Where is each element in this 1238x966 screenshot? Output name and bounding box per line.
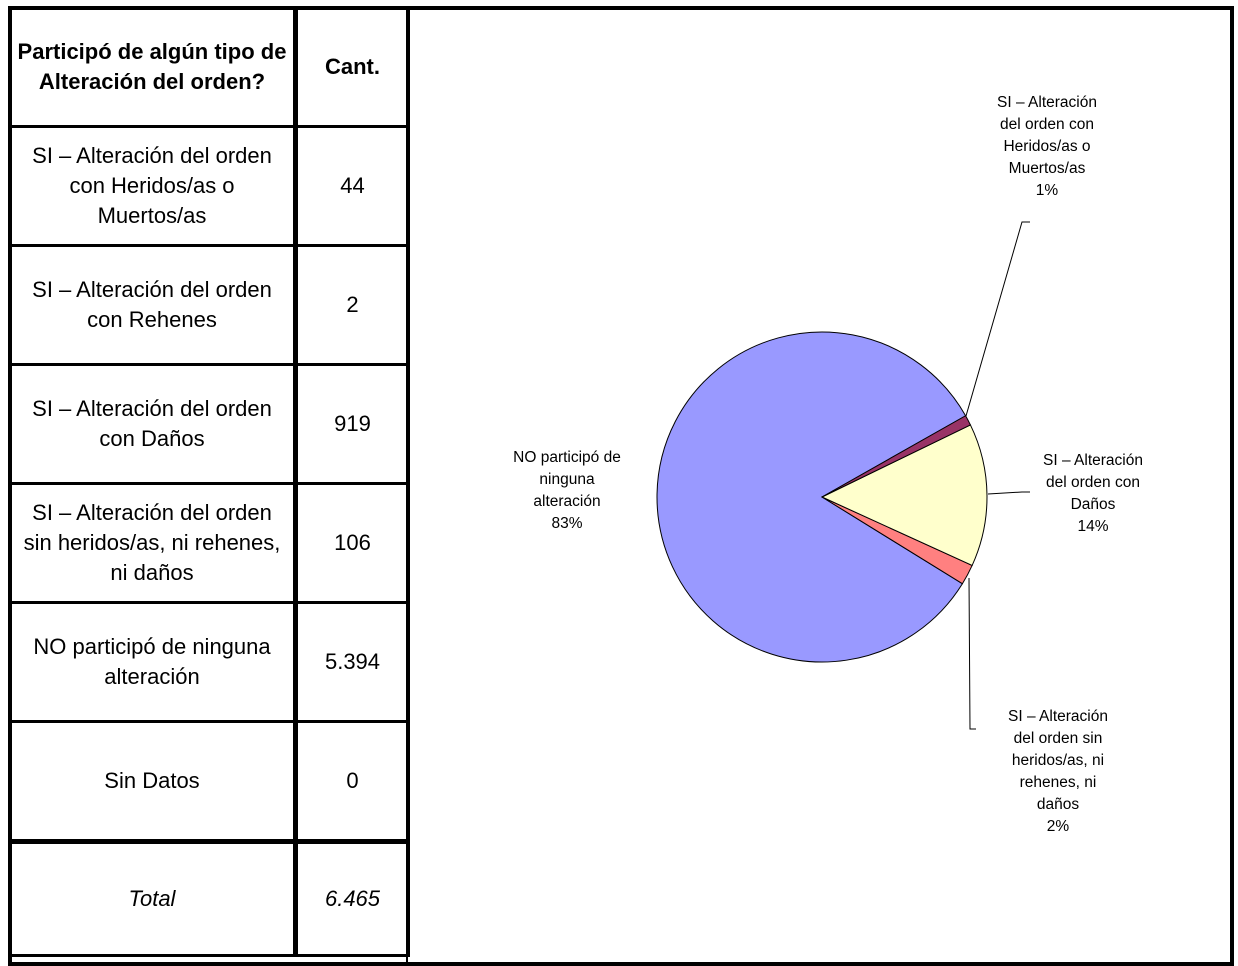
- slice-label: SI – Alteración del orden sin heridos/as…: [999, 706, 1117, 838]
- cell: NO participó de ninguna alteración: [8, 601, 297, 723]
- row: Sin Datos 0: [8, 720, 410, 843]
- slice-percent: 1%: [1035, 182, 1059, 199]
- cell: SI – Alteración del orden sin heridos/as…: [8, 482, 297, 604]
- slice-name: NO participó de ninguna alteración: [513, 449, 621, 510]
- leader-line: [968, 577, 976, 730]
- slice-label: NO participó de ninguna alteración 83%: [508, 447, 626, 535]
- row: SI – Alteración del orden con Heridos/as…: [8, 125, 410, 247]
- slice-name: SI – Alteración del orden con Daños: [1043, 452, 1143, 513]
- slice-percent: 14%: [1077, 518, 1109, 535]
- cell: 44: [293, 125, 410, 247]
- cell: SI – Alteración del orden con Heridos/as…: [8, 125, 297, 247]
- slice-label: SI – Alteración del orden con Daños 14%: [1034, 450, 1152, 538]
- cell: 6.465: [293, 839, 410, 957]
- leader-line: [965, 221, 1030, 417]
- header-cell: Participó de algún tipo de Alteración de…: [8, 6, 297, 128]
- slice-percent: 83%: [551, 515, 583, 532]
- header-cell: Cant.: [293, 6, 410, 128]
- data-table: Participó de algún tipo de Alteración de…: [8, 6, 410, 957]
- row: NO participó de ninguna alteración 5.394: [8, 601, 410, 723]
- pie-slice: [820, 424, 988, 567]
- cell: SI – Alteración del orden con Daños: [8, 363, 297, 485]
- slice-name: SI – Alteración del orden con Heridos/as…: [997, 94, 1097, 177]
- pie-slice: [656, 331, 967, 663]
- cell: SI – Alteración del orden con Rehenes: [8, 244, 297, 366]
- cell: Sin Datos: [8, 720, 297, 843]
- cell: Total: [8, 839, 297, 957]
- cell: 5.394: [293, 601, 410, 723]
- row: SI – Alteración del orden con Daños 919: [8, 363, 410, 485]
- total-row: Total 6.465: [8, 839, 410, 957]
- leader-line: [987, 491, 1030, 495]
- cell: 919: [293, 363, 410, 485]
- slice-name: SI – Alteración del orden sin heridos/as…: [1008, 708, 1108, 813]
- header-row: Participó de algún tipo de Alteración de…: [8, 6, 410, 128]
- divider: [406, 6, 408, 966]
- slice-percent: 2%: [1046, 818, 1070, 835]
- slice-label: SI – Alteración del orden con Heridos/as…: [988, 92, 1106, 202]
- cell: 0: [293, 720, 410, 843]
